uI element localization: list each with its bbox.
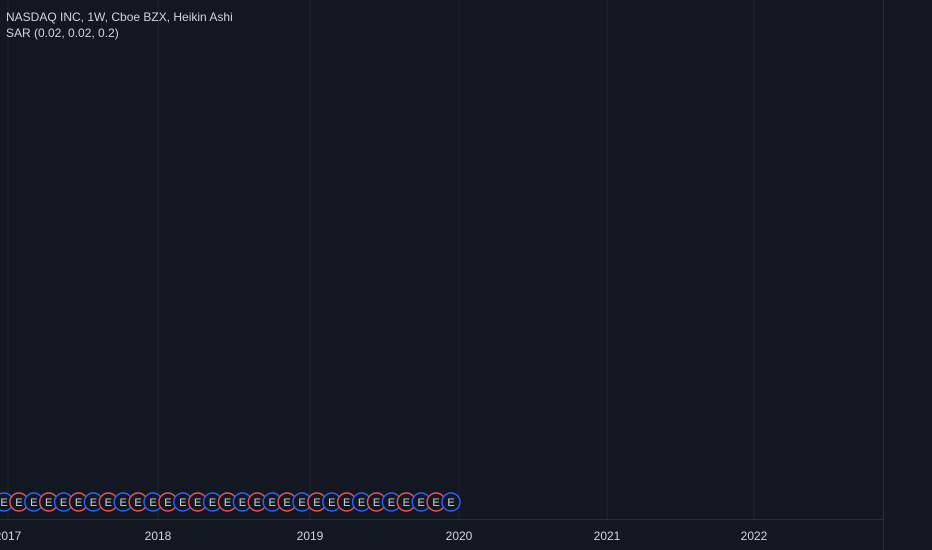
earnings-event-label: E	[254, 497, 261, 509]
earnings-event-label: E	[90, 497, 97, 509]
grid-lines	[7, 0, 755, 519]
earnings-event-label: E	[134, 497, 141, 509]
time-tick-label: 2019	[297, 529, 324, 543]
legend-indicator-line[interactable]: SAR (0.02, 0.02, 0.2)	[6, 26, 119, 40]
earnings-event-icon[interactable]	[441, 492, 461, 512]
earnings-event-label: E	[30, 497, 37, 509]
time-tick-label: 2022	[741, 529, 768, 543]
earnings-event-label: E	[343, 497, 350, 509]
time-tick-label: 2021	[594, 529, 621, 543]
earnings-event-label: E	[0, 497, 7, 509]
earnings-event-label: E	[15, 497, 22, 509]
earnings-event-label: E	[179, 497, 186, 509]
earnings-event-label: E	[328, 497, 335, 509]
earnings-event-label: E	[313, 497, 320, 509]
earnings-event-label: E	[447, 497, 454, 509]
earnings-event-label: E	[403, 497, 410, 509]
earnings-event-label: E	[45, 497, 52, 509]
earnings-event-label: E	[298, 497, 305, 509]
earnings-event-label: E	[269, 497, 276, 509]
time-tick-label: 2018	[145, 529, 172, 543]
time-tick-label: 2020	[446, 529, 473, 543]
earnings-event-label: E	[149, 497, 156, 509]
earnings-event-label: E	[358, 497, 365, 509]
earnings-event-label: E	[373, 497, 380, 509]
time-axis[interactable]: 2017 2018 2019 2020 2021 2022	[0, 529, 768, 543]
earnings-event-label: E	[105, 497, 112, 509]
earnings-event-label: E	[239, 497, 246, 509]
earnings-event-label: E	[209, 497, 216, 509]
legend-symbol-line[interactable]: NASDAQ INC, 1W, Cboe BZX, Heikin Ashi	[6, 10, 233, 24]
chart-legend: NASDAQ INC, 1W, Cboe BZX, Heikin Ashi SA…	[6, 9, 233, 41]
earnings-event-label: E	[164, 497, 171, 509]
earnings-event-label: E	[194, 497, 201, 509]
earnings-event-label: E	[75, 497, 82, 509]
earnings-event-label: E	[60, 497, 67, 509]
time-tick-label: 2017	[0, 529, 22, 543]
earnings-event-label: E	[283, 497, 290, 509]
earnings-event-label: E	[120, 497, 127, 509]
earnings-event-label: E	[418, 497, 425, 509]
earnings-event-label: E	[388, 497, 395, 509]
earnings-event-label: E	[432, 497, 439, 509]
earnings-event-label: E	[224, 497, 231, 509]
